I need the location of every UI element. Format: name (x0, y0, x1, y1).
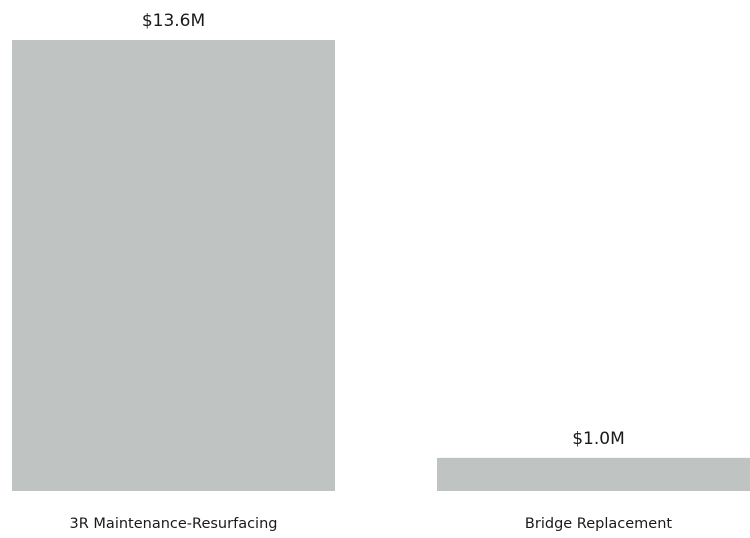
bar-value-label-0: $13.6M (142, 11, 205, 31)
category-label-0: 3R Maintenance-Resurfacing (70, 516, 278, 532)
bar-1 (437, 457, 750, 491)
bar-0 (12, 40, 335, 491)
bar-value-label-1: $1.0M (572, 429, 625, 449)
category-label-1: Bridge Replacement (525, 516, 672, 532)
